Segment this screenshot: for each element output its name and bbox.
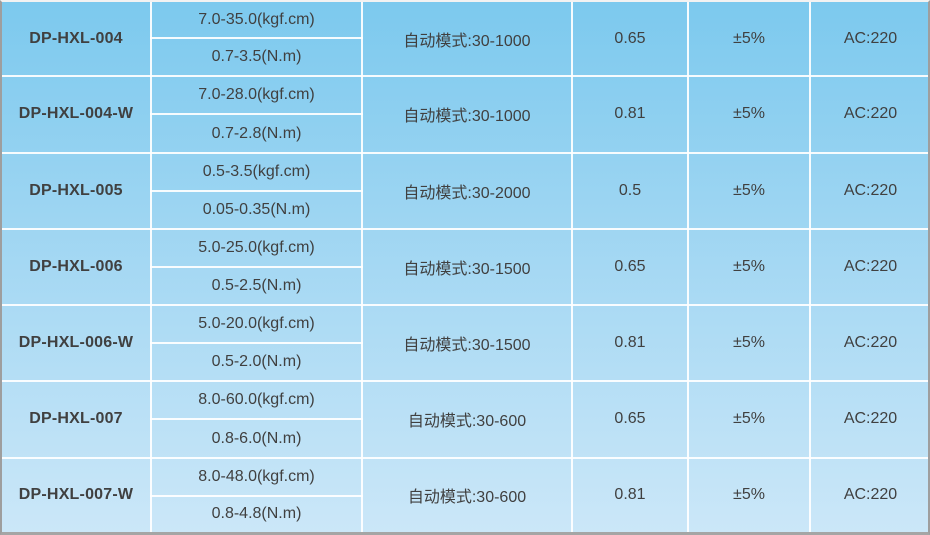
torque-kgf-cell: 7.0-28.0(kgf.cm) (150, 75, 363, 116)
tolerance-cell: ±5% (687, 227, 811, 307)
power-cell: AC:220 (809, 304, 928, 383)
model-cell: DP-HXL-004-W (2, 75, 152, 154)
torque-nm-cell: 0.7-3.5(N.m) (150, 37, 363, 78)
table-row: 0.05-0.35(N.m) (2, 189, 928, 230)
table-row: 0.7-2.8(N.m) (2, 113, 928, 154)
torque-nm-cell: 0.05-0.35(N.m) (150, 189, 363, 230)
torque-nm-cell: 0.8-6.0(N.m) (150, 418, 363, 459)
torque-nm-cell: 0.5-2.5(N.m) (150, 265, 363, 307)
mode-cell: 自动模式:30-600 (361, 380, 573, 459)
model-cell: DP-HXL-006-W (2, 304, 152, 383)
power-cell: AC:220 (809, 75, 928, 154)
model-cell: DP-HXL-005 (2, 151, 152, 230)
tolerance-cell: ±5% (687, 75, 811, 154)
power-cell: AC:220 (809, 151, 928, 230)
tolerance-cell: ±5% (687, 380, 811, 459)
torque-nm-cell: 0.7-2.8(N.m) (150, 113, 363, 154)
power-cell: AC:220 (809, 227, 928, 307)
table-row: 0.5-2.5(N.m) (2, 265, 928, 307)
table-row: 0.8-6.0(N.m) (2, 418, 928, 459)
model-cell: DP-HXL-004 (2, 2, 152, 78)
table-row: DP-HXL-004-W 7.0-28.0(kgf.cm) 自动模式:30-10… (2, 75, 928, 154)
tolerance-cell: ±5% (687, 2, 811, 78)
mode-cell: 自动模式:30-1500 (361, 304, 573, 383)
power-cell: AC:220 (809, 456, 928, 532)
value-cell: 0.65 (571, 380, 689, 459)
model-cell: DP-HXL-007 (2, 380, 152, 459)
torque-nm-cell: 0.8-4.8(N.m) (150, 494, 363, 532)
mode-cell: 自动模式:30-600 (361, 456, 573, 532)
value-cell: 0.81 (571, 75, 689, 154)
torque-kgf-cell: 0.5-3.5(kgf.cm) (150, 151, 363, 192)
tolerance-cell: ±5% (687, 456, 811, 532)
table-row: 0.8-4.8(N.m) (2, 494, 928, 532)
torque-kgf-cell: 8.0-48.0(kgf.cm) (150, 456, 363, 497)
table-row: DP-HXL-004 7.0-35.0(kgf.cm) 自动模式:30-1000… (2, 2, 928, 78)
value-cell: 0.81 (571, 304, 689, 383)
model-cell: DP-HXL-007-W (2, 456, 152, 532)
torque-kgf-cell: 8.0-60.0(kgf.cm) (150, 380, 363, 421)
mode-cell: 自动模式:30-2000 (361, 151, 573, 230)
tolerance-cell: ±5% (687, 304, 811, 383)
tolerance-cell: ±5% (687, 151, 811, 230)
power-cell: AC:220 (809, 380, 928, 459)
table-row: DP-HXL-005 0.5-3.5(kgf.cm) 自动模式:30-2000 … (2, 151, 928, 230)
mode-cell: 自动模式:30-1000 (361, 75, 573, 154)
table-row: 0.7-3.5(N.m) (2, 37, 928, 78)
value-cell: 0.5 (571, 151, 689, 230)
value-cell: 0.65 (571, 227, 689, 307)
mode-cell: 自动模式:30-1000 (361, 2, 573, 78)
table-row: 0.5-2.0(N.m) (2, 342, 928, 383)
torque-kgf-cell: 7.0-35.0(kgf.cm) (150, 2, 363, 40)
mode-cell: 自动模式:30-1500 (361, 227, 573, 307)
table-row: DP-HXL-006-W 5.0-20.0(kgf.cm) 自动模式:30-15… (2, 304, 928, 383)
value-cell: 0.81 (571, 456, 689, 532)
power-cell: AC:220 (809, 2, 928, 78)
table-row: DP-HXL-006 5.0-25.0(kgf.cm) 自动模式:30-1500… (2, 227, 928, 307)
table-row: DP-HXL-007 8.0-60.0(kgf.cm) 自动模式:30-600 … (2, 380, 928, 459)
torque-kgf-cell: 5.0-25.0(kgf.cm) (150, 227, 363, 268)
table-row: DP-HXL-007-W 8.0-48.0(kgf.cm) 自动模式:30-60… (2, 456, 928, 532)
torque-kgf-cell: 5.0-20.0(kgf.cm) (150, 304, 363, 345)
model-cell: DP-HXL-006 (2, 227, 152, 307)
torque-nm-cell: 0.5-2.0(N.m) (150, 342, 363, 383)
value-cell: 0.65 (571, 2, 689, 78)
